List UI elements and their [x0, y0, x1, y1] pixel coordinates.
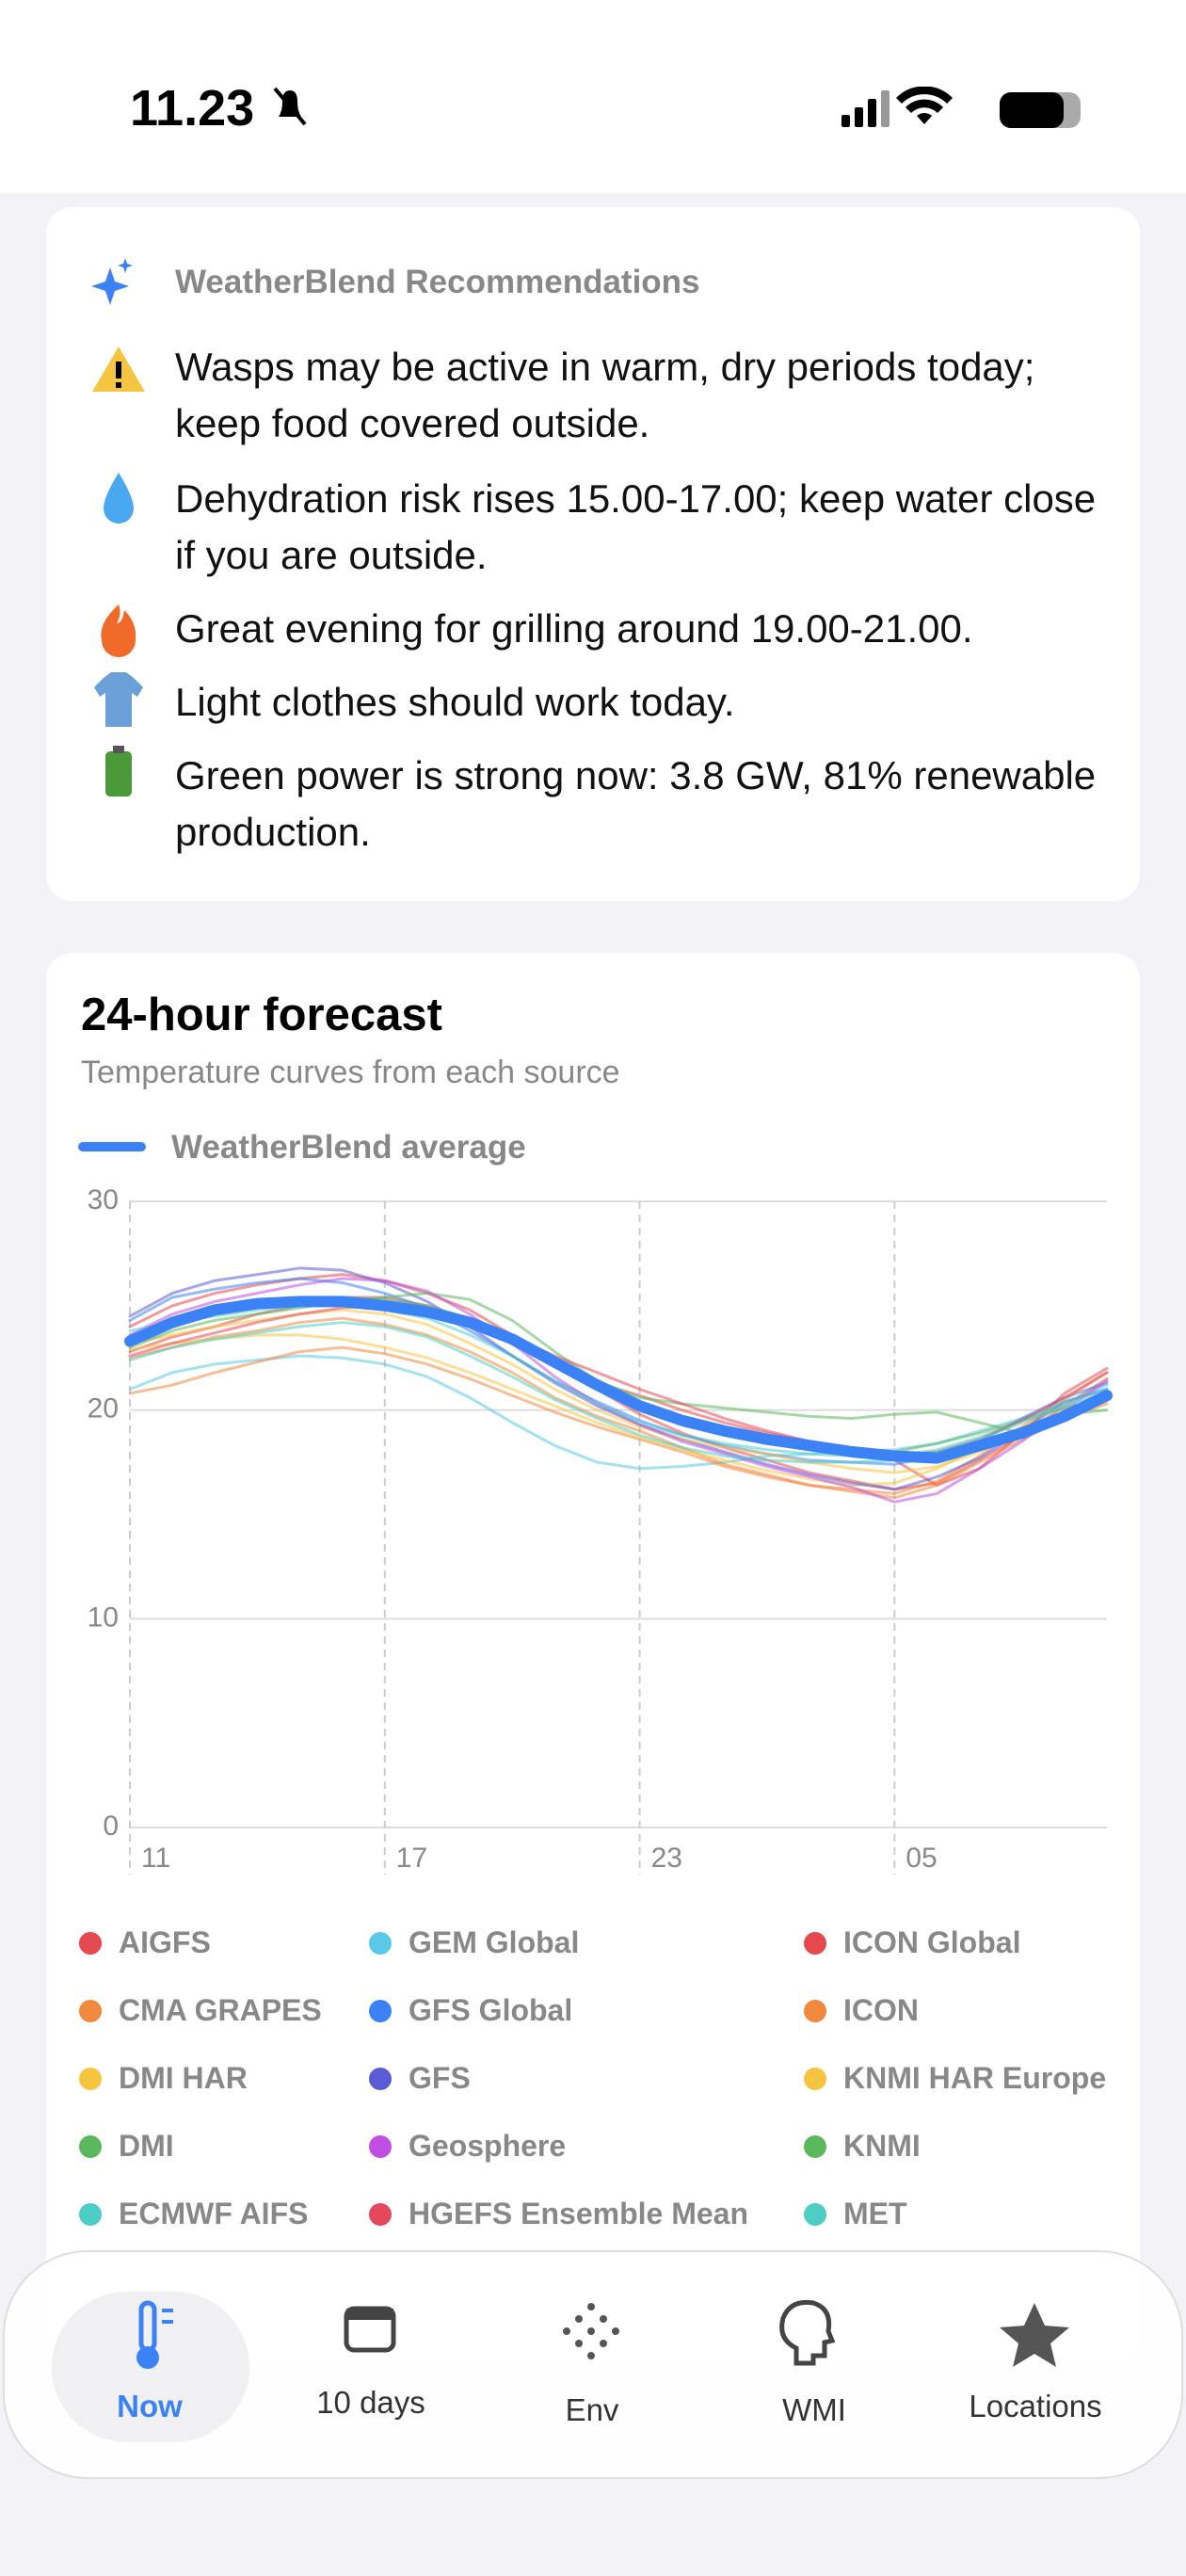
- status-icons: [841, 87, 1081, 128]
- legend-label: AIGFS: [119, 1925, 211, 1959]
- x-tick-label: 17: [396, 1843, 427, 1874]
- legend-label: ICON: [843, 1993, 919, 2027]
- mute-icon: [273, 87, 307, 126]
- recommendation-icons: [92, 346, 145, 797]
- recommendation: Wasps may be active in warm, dry periods…: [175, 345, 1035, 445]
- legend-dot: [369, 2135, 392, 2158]
- legend-dot: [79, 2000, 102, 2022]
- tab-icons: [136, 2299, 1069, 2369]
- legend-label: GFS Global: [409, 1993, 573, 2027]
- legend-dot: [79, 1932, 102, 1955]
- forecast-card: 24-hour forecast Temperature curves from…: [46, 953, 1140, 2365]
- legend-dot: [804, 1932, 826, 1955]
- legend-dot: [804, 2203, 826, 2226]
- tab[interactable]: WMI: [782, 2392, 846, 2427]
- legend-label: KNMI: [843, 2129, 921, 2163]
- legend-label: CMA GRAPES: [119, 1993, 322, 2027]
- recommendation: Green power is strong now: 3.8 GW, 81% r…: [175, 753, 1097, 854]
- legend-dot: [804, 2135, 826, 2158]
- legend-label: Geosphere: [409, 2129, 567, 2163]
- legend-label: MET: [843, 2197, 907, 2230]
- tab[interactable]: Locations: [969, 2389, 1102, 2423]
- legend-dot: [79, 2203, 102, 2226]
- legend-label: ICON Global: [843, 1925, 1021, 1959]
- recommendation: Light clothes should work today.: [175, 680, 735, 724]
- legend-label: DMI HAR: [119, 2061, 248, 2095]
- chart-title: 24-hour forecast: [81, 990, 442, 1040]
- recommendation: Great evening for grilling around 19.00-…: [175, 606, 973, 651]
- legend-label: HGEFS Ensemble Mean: [409, 2197, 748, 2230]
- legend-dot: [804, 2068, 826, 2090]
- legend-dot: [804, 2000, 826, 2022]
- tab[interactable]: Now: [117, 2389, 183, 2423]
- tab-bar: [3, 2250, 1183, 2479]
- legend-dot: [369, 2000, 392, 2022]
- x-tick-label: 23: [651, 1843, 682, 1874]
- x-tick-label: 11: [141, 1843, 170, 1874]
- tab[interactable]: 10 days: [316, 2385, 425, 2420]
- legend-label: ECMWF AIFS: [119, 2197, 309, 2230]
- sparkle-icon: [91, 258, 133, 305]
- legend-dot: [369, 1932, 392, 1955]
- y-tick-label: 10: [88, 1602, 119, 1633]
- legend-label: WeatherBlend average: [171, 1129, 526, 1166]
- chart-subtitle: Temperature curves from each source: [81, 1055, 620, 1090]
- y-tick-label: 20: [88, 1393, 119, 1425]
- source-line: [128, 1321, 1109, 1464]
- clock: 11.23: [130, 80, 255, 137]
- recommendation: Dehydration risk rises 15.00-17.00; keep…: [175, 476, 1097, 577]
- card-title: WeatherBlend Recommendations: [175, 264, 700, 300]
- tab[interactable]: Env: [565, 2392, 619, 2427]
- average-line: [124, 1296, 1113, 1464]
- legend-label: DMI: [119, 2129, 174, 2163]
- source-line: [128, 1345, 1109, 1500]
- legend-dot: [369, 2203, 392, 2226]
- status-bar: 11.23: [0, 0, 1186, 193]
- legend-dot: [79, 2068, 102, 2090]
- recommendations-card: WeatherBlend Recommendations: [46, 207, 1140, 901]
- legend-dot: [79, 2135, 102, 2158]
- x-tick-label: 05: [906, 1843, 937, 1874]
- y-tick-label: 0: [103, 1811, 119, 1842]
- legend-label: GEM Global: [409, 1925, 580, 1959]
- legend-label: KNMI HAR Europe: [843, 2061, 1107, 2095]
- y-tick-label: 30: [88, 1184, 119, 1216]
- source-line: [128, 1316, 1109, 1495]
- legend-dot: [369, 2068, 392, 2090]
- legend-label: GFS: [409, 2061, 471, 2095]
